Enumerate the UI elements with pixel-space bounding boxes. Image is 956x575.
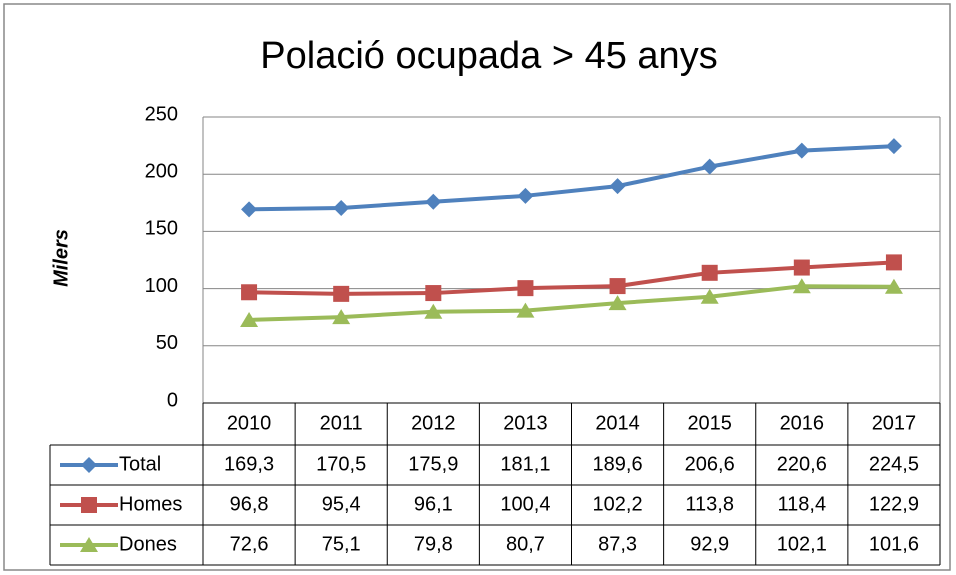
- table-value: 102,2: [593, 493, 643, 515]
- table-value: 79,8: [414, 533, 453, 555]
- table-value: 181,1: [500, 453, 550, 475]
- table-value: 122,9: [869, 493, 919, 515]
- legend-label: Total: [119, 453, 161, 475]
- marker: [240, 311, 259, 327]
- table-value: 102,1: [777, 533, 827, 555]
- table-value: 189,6: [593, 453, 643, 475]
- table-value: 220,6: [777, 453, 827, 475]
- table-value: 80,7: [506, 533, 545, 555]
- y-tick-label: 150: [145, 218, 178, 240]
- table-value: 95,4: [322, 493, 361, 515]
- table-value: 113,8: [685, 493, 734, 515]
- y-tick-label: 200: [145, 160, 178, 182]
- marker: [241, 284, 258, 301]
- marker: [884, 278, 903, 294]
- marker: [885, 138, 902, 155]
- marker: [792, 278, 811, 294]
- series-line: [249, 260, 895, 296]
- legend-marker: [81, 497, 97, 513]
- legend-marker: [80, 537, 98, 552]
- y-tick-label: 0: [167, 389, 178, 411]
- marker: [609, 178, 626, 195]
- x-tick-label: 2011: [320, 412, 363, 434]
- table-value: 100,4: [500, 493, 550, 515]
- table-value: 96,1: [414, 493, 453, 515]
- marker: [333, 199, 350, 216]
- marker: [517, 280, 534, 297]
- chart-title: Polació ocupada > 45 anys: [260, 35, 717, 77]
- marker: [241, 201, 258, 218]
- legend-label: Dones: [119, 533, 177, 555]
- table-value: 175,9: [408, 453, 458, 475]
- x-tick-label: 2017: [872, 412, 917, 434]
- x-tick-label: 2016: [780, 412, 825, 434]
- marker: [701, 158, 718, 175]
- marker: [424, 303, 443, 319]
- x-tick-label: 2012: [411, 412, 456, 434]
- marker: [609, 278, 626, 295]
- marker: [793, 142, 810, 159]
- table-value: 87,3: [598, 533, 637, 555]
- marker: [333, 285, 350, 302]
- y-tick-label: 100: [145, 275, 178, 297]
- table-value: 101,6: [869, 533, 919, 555]
- marker: [517, 187, 534, 204]
- table-value: 170,5: [316, 453, 366, 475]
- marker: [516, 302, 535, 318]
- table-value: 96,8: [230, 493, 269, 515]
- legend-label: Homes: [119, 493, 182, 515]
- x-tick-label: 2014: [595, 412, 640, 434]
- y-tick-label: 50: [156, 332, 178, 354]
- y-tick-label: 250: [145, 103, 178, 125]
- marker: [793, 259, 810, 276]
- table-value: 169,3: [224, 453, 274, 475]
- table-value: 206,6: [685, 453, 735, 475]
- marker: [425, 285, 442, 302]
- series-line: [249, 284, 894, 322]
- series-line: [249, 144, 895, 212]
- marker: [701, 264, 718, 281]
- marker: [608, 295, 627, 311]
- x-tick-label: 2013: [503, 412, 548, 434]
- table-value: 72,6: [230, 533, 269, 555]
- marker: [885, 254, 902, 271]
- x-tick-label: 2015: [687, 412, 732, 434]
- marker: [425, 193, 442, 210]
- marker: [332, 309, 351, 325]
- table-value: 75,1: [322, 533, 361, 555]
- marker: [700, 288, 719, 304]
- table-value: 92,9: [690, 533, 729, 555]
- x-tick-label: 2010: [227, 412, 272, 434]
- table-value: 224,5: [869, 453, 919, 475]
- y-axis-title: Milers: [50, 229, 72, 287]
- legend-marker: [81, 457, 97, 473]
- table-value: 118,4: [778, 493, 827, 515]
